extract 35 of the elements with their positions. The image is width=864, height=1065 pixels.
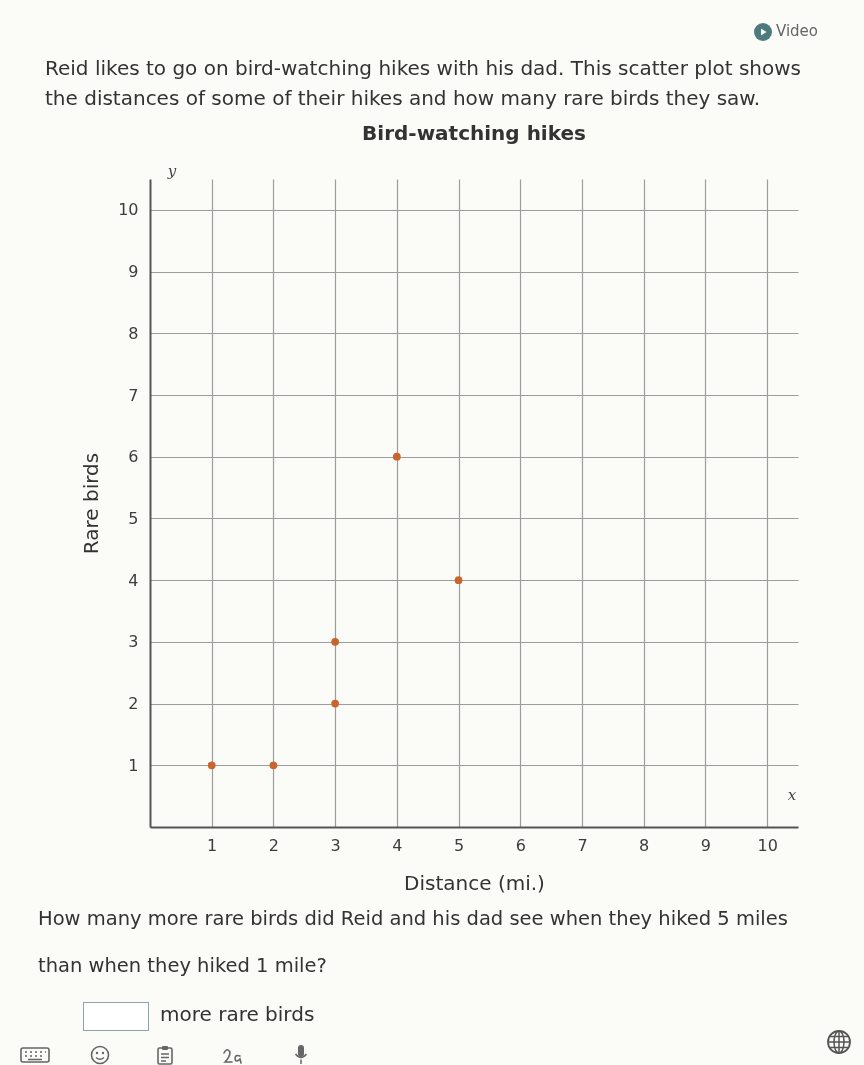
x-tick-label: 6 xyxy=(515,835,526,855)
x-tick-label: 3 xyxy=(330,835,341,855)
annotation: x xyxy=(787,786,797,804)
y-tick-label: 7 xyxy=(128,385,139,405)
x-tick-label: 10 xyxy=(757,835,778,855)
annotation: y xyxy=(166,162,177,180)
x-tick-label: 1 xyxy=(207,835,218,855)
point xyxy=(331,699,340,708)
x-tick-label: 4 xyxy=(392,835,403,855)
text: Reid likes to go on bird-watching hikes with his dad. This scatter plot shows the distances of some of their hikes and how many rare birds they saw. xyxy=(45,55,803,112)
point xyxy=(269,761,278,770)
text: How many more rare birds did Reid and his dad see when they hiked 5 miles than when they hiked 1 mile? xyxy=(38,907,788,977)
y-tick-label: 8 xyxy=(128,323,139,343)
text: more rare birds xyxy=(160,1002,315,1026)
x-tick-label: 5 xyxy=(453,835,465,855)
point xyxy=(392,452,401,461)
point xyxy=(207,761,216,770)
y-tick-label: 9 xyxy=(128,262,139,282)
text: Video xyxy=(776,22,819,40)
y-tick-label: 4 xyxy=(128,570,139,590)
y-tick-label: 2 xyxy=(128,694,139,714)
x-tick-label: 9 xyxy=(700,835,712,855)
x-tick-label: 8 xyxy=(639,835,650,855)
chart-title: Bird-watching hikes xyxy=(362,121,586,145)
point xyxy=(331,637,340,646)
y-tick-label: 5 xyxy=(128,508,139,528)
point xyxy=(454,576,463,585)
x-tick-label: 2 xyxy=(268,835,280,855)
y-axis-title: Rare birds xyxy=(79,452,104,555)
x-tick-label: 7 xyxy=(577,835,588,855)
y-tick-label: 6 xyxy=(128,447,139,467)
y-tick-label: 3 xyxy=(128,632,139,652)
y-tick-label: 10 xyxy=(118,200,139,220)
x-axis-title: Distance (mi.) xyxy=(404,870,545,895)
y-tick-label: 1 xyxy=(128,755,139,775)
